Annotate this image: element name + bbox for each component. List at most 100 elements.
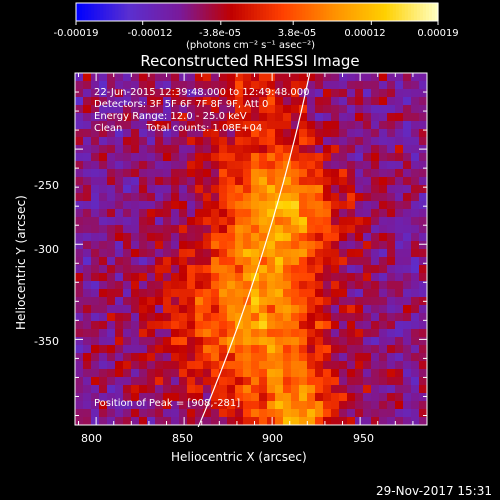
heatmap-cell <box>179 209 188 218</box>
heatmap-cell <box>259 241 268 250</box>
heatmap-cell <box>403 177 412 186</box>
heatmap-cell <box>371 233 380 242</box>
heatmap-cell <box>347 73 356 82</box>
heatmap-cell <box>211 329 220 338</box>
heatmap-cell <box>299 241 308 250</box>
heatmap-cell <box>219 89 228 98</box>
heatmap-cell <box>179 169 188 178</box>
heatmap-cell <box>355 217 364 226</box>
heatmap-cell <box>75 201 84 210</box>
heatmap-cell <box>371 193 380 202</box>
heatmap-cell <box>115 177 124 186</box>
heatmap-cell <box>195 321 204 330</box>
heatmap-cell <box>355 297 364 306</box>
heatmap-cell <box>75 177 84 186</box>
colorbar-segment <box>314 3 318 21</box>
heatmap-cell <box>419 153 428 162</box>
heatmap-cell <box>275 97 284 106</box>
heatmap-cell <box>371 377 380 386</box>
heatmap-cell <box>123 137 132 146</box>
heatmap-cell <box>99 153 108 162</box>
heatmap-cell <box>403 313 412 322</box>
heatmap-cell <box>339 281 348 290</box>
heatmap-cell <box>283 225 292 234</box>
heatmap-cell <box>131 153 140 162</box>
heatmap-cell <box>331 169 340 178</box>
heatmap-cell <box>283 297 292 306</box>
heatmap-cell <box>163 377 172 386</box>
heatmap-cell <box>155 233 164 242</box>
heatmap-cell <box>187 97 196 106</box>
heatmap-cell <box>235 369 244 378</box>
heatmap-cell <box>107 385 116 394</box>
heatmap-cell <box>411 321 420 330</box>
heatmap-cell <box>107 377 116 386</box>
heatmap-cell <box>91 161 100 170</box>
heatmap-cell <box>91 201 100 210</box>
heatmap-cell <box>243 161 252 170</box>
heatmap-cell <box>219 329 228 338</box>
colorbar-segment <box>172 3 177 21</box>
heatmap-cell <box>331 89 340 98</box>
heatmap-cell <box>411 257 420 266</box>
heatmap-cell <box>131 105 140 114</box>
colorbar-segment <box>278 3 282 21</box>
heatmap-cell <box>259 209 268 218</box>
heatmap-cell <box>387 417 396 426</box>
heatmap-cell <box>315 137 324 146</box>
heatmap-cell <box>251 417 260 426</box>
heatmap-cell <box>179 177 188 186</box>
heatmap-cell <box>219 289 228 298</box>
heatmap-cell <box>227 313 236 322</box>
heatmap-cell <box>187 233 196 242</box>
heatmap-cell <box>163 233 172 242</box>
heatmap-cell <box>339 153 348 162</box>
heatmap-cell <box>331 161 340 170</box>
colorbar-segment <box>287 3 291 21</box>
heatmap-cell <box>227 345 236 354</box>
heatmap-cell <box>315 361 324 370</box>
heatmap-cell <box>307 73 316 82</box>
heatmap-cell <box>179 417 188 426</box>
heatmap-cell <box>139 185 148 194</box>
heatmap-cell <box>387 201 396 210</box>
heatmap-cell <box>251 97 260 106</box>
heatmap-cell <box>163 241 172 250</box>
heatmap-cell <box>355 377 364 386</box>
heatmap-cell <box>339 241 348 250</box>
heatmap-cell <box>243 409 252 418</box>
heatmap-cell <box>115 145 124 154</box>
heatmap-cell <box>411 361 420 370</box>
heatmap-cell <box>99 369 108 378</box>
heatmap-cell <box>387 297 396 306</box>
heatmap-cell <box>395 329 404 338</box>
heatmap-cell <box>411 105 420 114</box>
heatmap-cell <box>323 297 332 306</box>
heatmap-cell <box>355 281 364 290</box>
heatmap-cell <box>259 337 268 346</box>
heatmap-cell <box>299 289 308 298</box>
heatmap-cell <box>155 385 164 394</box>
colorbar-segment <box>320 3 324 21</box>
heatmap-cell <box>411 353 420 362</box>
heatmap-cell <box>203 177 212 186</box>
heatmap-cell <box>251 401 260 410</box>
heatmap-cell <box>123 385 132 394</box>
heatmap-cell <box>291 89 300 98</box>
heatmap-cell <box>139 329 148 338</box>
heatmap-cell <box>291 401 300 410</box>
heatmap-cell <box>171 161 180 170</box>
heatmap-cell <box>179 329 188 338</box>
heatmap-cell <box>139 345 148 354</box>
heatmap-cell <box>91 121 100 130</box>
heatmap-cell <box>275 393 284 402</box>
heatmap-cell <box>195 377 204 386</box>
heatmap-cell <box>203 353 212 362</box>
heatmap-cell <box>251 73 260 82</box>
heatmap-cell <box>115 201 124 210</box>
heatmap-cell <box>235 289 244 298</box>
heatmap-cell <box>211 121 220 130</box>
heatmap-cell <box>259 393 268 402</box>
heatmap-cell <box>379 105 388 114</box>
colorbar-segment <box>130 3 134 21</box>
